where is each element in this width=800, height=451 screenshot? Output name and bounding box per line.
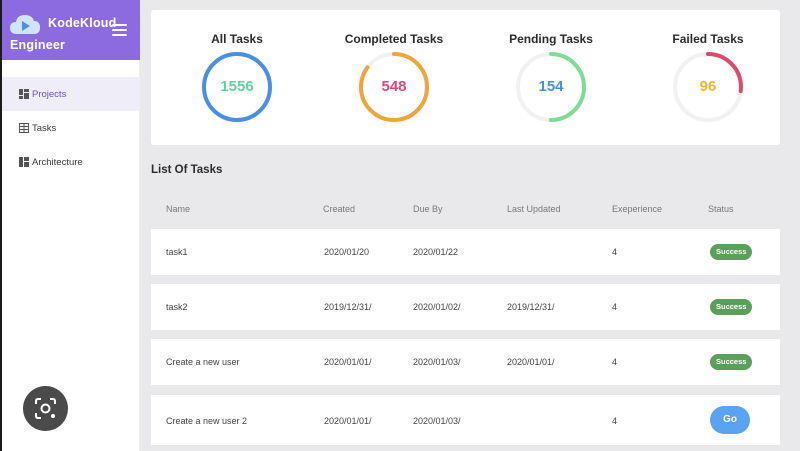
stat-label: Failed Tasks [672, 32, 744, 46]
progress-ring [673, 52, 743, 122]
stat-label: All Tasks [211, 32, 263, 46]
status-badge[interactable]: Success [710, 299, 753, 315]
lens-icon [35, 398, 56, 419]
stat-label: Pending Tasks [509, 32, 593, 46]
cell-experience: 4 [612, 416, 618, 426]
sidebar: KodeKloud Engineer Projects Tasks Archit… [2, 0, 140, 451]
cell-due: 2020/01/03/ [413, 416, 461, 426]
cell-updated: 2020/01/01/ [507, 357, 555, 367]
cell-created: 2020/01/01/ [324, 416, 372, 426]
status-badge[interactable]: Success [710, 354, 753, 370]
cell-name: Create a new user 2 [166, 416, 248, 426]
tasks-table-header: Name Created Due By Last Updated Exeperi… [151, 196, 780, 222]
cell-due: 2020/01/02/ [413, 302, 461, 312]
column-header-due: Due By [413, 204, 443, 214]
column-header-name: Name [166, 204, 191, 214]
column-header-created: Created [323, 204, 356, 214]
sidebar-item-projects[interactable]: Projects [2, 77, 140, 111]
stats-card: All Tasks 1556 Completed Tasks 548 Pendi… [151, 10, 780, 145]
cell-experience: 4 [612, 302, 618, 312]
tasks-list-title: List Of Tasks [151, 164, 223, 176]
cell-name: task2 [166, 302, 188, 312]
progress-ring [359, 52, 429, 122]
cell-created: 2020/01/20 [324, 247, 370, 257]
stat-pending-tasks: Pending Tasks 154 [491, 10, 611, 145]
cell-updated: 2019/12/31/ [507, 302, 555, 312]
sidebar-item-label: Projects [32, 88, 67, 100]
cell-name: task1 [166, 247, 188, 257]
lens-search-button[interactable] [23, 386, 68, 431]
cell-due: 2020/01/22 [413, 247, 459, 257]
brand-subtitle: Engineer [10, 38, 66, 52]
cell-created: 2020/01/01/ [324, 357, 372, 367]
stat-value: 154 [538, 78, 564, 95]
stat-failed-tasks: Failed Tasks 96 [648, 10, 768, 145]
layout-icon [19, 157, 29, 167]
table-row[interactable]: Create a new user 2020/01/01/ 2020/01/03… [151, 339, 780, 385]
stat-value: 1556 [220, 78, 254, 95]
stat-value: 96 [699, 78, 717, 95]
cell-created: 2019/12/31/ [324, 302, 372, 312]
sidebar-item-architecture[interactable]: Architecture [2, 145, 140, 179]
stat-completed-tasks: Completed Tasks 548 [334, 10, 454, 145]
sidebar-item-label: Tasks [32, 122, 57, 134]
cloud-play-icon [10, 15, 40, 34]
table-row[interactable]: Create a new user 2 2020/01/01/ 2020/01/… [151, 395, 780, 445]
stat-all-tasks: All Tasks 1556 [177, 10, 297, 145]
cell-due: 2020/01/03/ [413, 357, 461, 367]
sidebar-item-label: Architecture [32, 156, 83, 168]
progress-ring [516, 52, 586, 122]
table-row[interactable]: task1 2020/01/20 2020/01/22 4 Success [151, 229, 780, 275]
progress-ring [202, 52, 272, 122]
brand-header: KodeKloud Engineer [2, 0, 140, 60]
cell-name: Create a new user [166, 357, 240, 367]
status-badge[interactable]: Success [710, 244, 753, 260]
cell-experience: 4 [612, 357, 618, 367]
sidebar-item-tasks[interactable]: Tasks [2, 111, 140, 145]
cell-experience: 4 [612, 247, 618, 257]
go-button[interactable]: Go [710, 406, 750, 434]
grid-icon [19, 89, 29, 99]
brand-name: KodeKloud [48, 16, 117, 30]
table-row[interactable]: task2 2019/12/31/ 2020/01/02/ 2019/12/31… [151, 284, 780, 330]
stat-value: 548 [381, 78, 407, 95]
column-header-experience: Exeperience [612, 204, 663, 214]
column-header-status: Status [708, 204, 734, 214]
column-header-updated: Last Updated [507, 204, 561, 214]
left-edge [0, 0, 2, 451]
stat-label: Completed Tasks [344, 32, 444, 46]
hamburger-menu-icon[interactable] [112, 24, 127, 36]
table-icon [19, 123, 29, 133]
